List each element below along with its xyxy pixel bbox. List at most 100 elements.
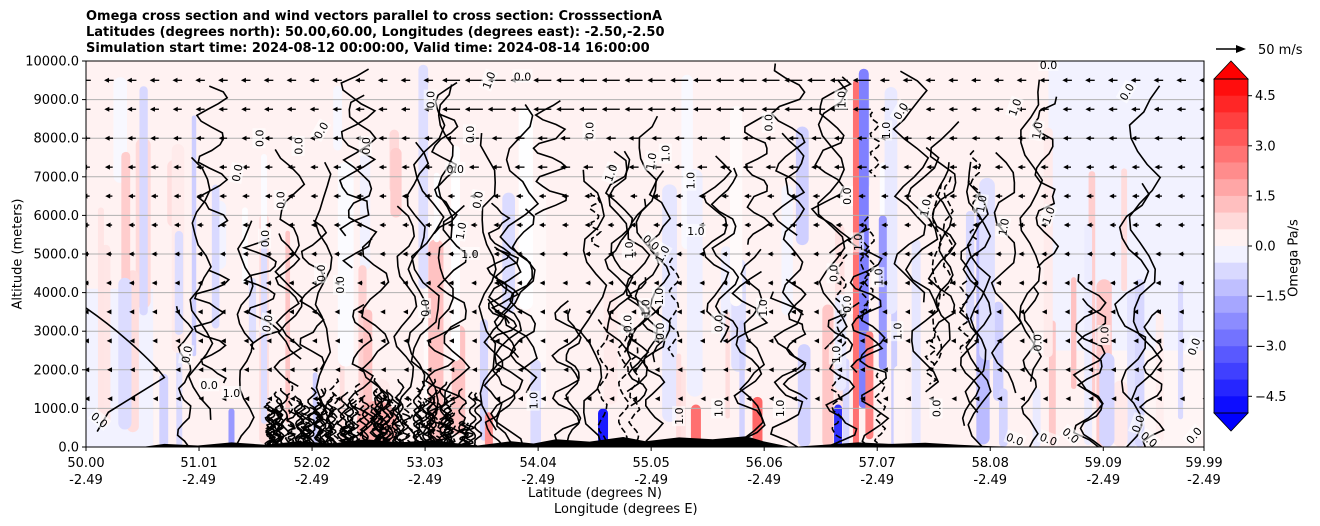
wind-vector xyxy=(1018,280,1025,286)
contour-line xyxy=(565,308,582,447)
wind-vector xyxy=(197,309,203,315)
field-streak xyxy=(1155,312,1164,442)
wind-vector xyxy=(1063,193,1071,199)
wind-vector xyxy=(767,251,774,257)
contour-line xyxy=(1114,182,1150,447)
wind-vector xyxy=(881,280,888,286)
contour-label: 1.0 xyxy=(526,390,541,411)
wind-vector xyxy=(585,309,591,315)
contour-line xyxy=(551,300,583,447)
wind-vector xyxy=(127,106,137,112)
contour-negative xyxy=(329,378,340,447)
wind-vector xyxy=(172,77,183,83)
svg-text:1.0: 1.0 xyxy=(453,221,469,240)
wind-vector xyxy=(950,251,957,257)
wind-vector xyxy=(835,222,843,228)
wind-vector xyxy=(1086,193,1094,199)
wind-vector xyxy=(472,396,478,402)
svg-text:0.0: 0.0 xyxy=(514,70,532,83)
wind-vector xyxy=(264,135,273,141)
contour-labels: 0.00.00.01.00.00.00.00.00.00.00.00.00.00… xyxy=(87,61,1204,447)
wind-vector xyxy=(949,222,957,228)
wind-vector xyxy=(586,396,592,402)
field-core xyxy=(865,331,874,440)
svg-text:1.0: 1.0 xyxy=(480,70,498,91)
wind-vector xyxy=(654,367,660,373)
wind-vector xyxy=(1017,135,1026,141)
colorbar-segment xyxy=(1214,195,1248,214)
contour-line xyxy=(235,220,255,446)
wind-vector xyxy=(1062,77,1072,83)
field-streak xyxy=(1043,127,1053,358)
wind-vector xyxy=(926,164,935,170)
contour-line xyxy=(306,406,318,447)
wind-vector xyxy=(971,135,981,141)
svg-text:1.0: 1.0 xyxy=(757,299,770,317)
contour-label: 0.0 xyxy=(252,128,266,149)
wind-vector xyxy=(332,106,342,112)
svg-text:1.0: 1.0 xyxy=(835,91,848,109)
wind-vector xyxy=(903,193,911,199)
wind-vector xyxy=(175,367,181,373)
wind-vector xyxy=(715,77,734,83)
wind-vector xyxy=(674,135,685,141)
field-streak xyxy=(139,86,148,316)
wind-vector xyxy=(334,309,340,315)
wind-vector xyxy=(425,251,432,257)
wind-vector xyxy=(742,164,753,170)
wind-vector xyxy=(1154,164,1163,170)
field-streak xyxy=(337,161,354,367)
wind-vector xyxy=(1040,193,1048,199)
x-tick-label-lat: 59.99 xyxy=(1185,456,1222,471)
svg-text:0.0: 0.0 xyxy=(470,190,486,209)
wind-vector xyxy=(1110,280,1116,286)
y-axis-label: Altitude (meters) xyxy=(10,198,26,310)
wind-vector xyxy=(128,222,135,228)
wind-vector xyxy=(675,193,683,199)
wind-vector xyxy=(905,338,911,344)
wind-vector xyxy=(403,367,409,373)
wind-vector xyxy=(1176,77,1186,83)
svg-text:0.0: 0.0 xyxy=(293,137,306,155)
wind-vector xyxy=(86,396,90,402)
field-streak xyxy=(97,207,104,415)
wind-vector xyxy=(948,77,958,83)
wind-vector xyxy=(1155,251,1162,257)
contour-label: 1.0 xyxy=(871,267,885,288)
contour-negative xyxy=(931,183,943,368)
wind-vector xyxy=(1177,222,1185,228)
wind-vector xyxy=(904,251,911,257)
contour-line xyxy=(273,233,303,387)
wind-vector xyxy=(1111,396,1117,402)
wind-vector xyxy=(676,309,682,315)
wind-vector xyxy=(379,193,387,199)
contour-label: 1.0 xyxy=(658,143,673,164)
contour-label: 1.0 xyxy=(828,344,843,365)
wind-vector xyxy=(448,309,454,315)
wind-vector xyxy=(856,164,867,170)
wind-vector xyxy=(647,77,666,83)
wind-vector xyxy=(858,193,866,199)
wind-vector xyxy=(311,309,317,315)
contour-label: 1.0 xyxy=(638,298,653,319)
contour-line xyxy=(285,409,297,447)
wind-vector xyxy=(1133,367,1139,373)
wind-vector xyxy=(767,222,774,228)
wind-vector xyxy=(426,338,432,344)
wind-vector xyxy=(1155,222,1162,228)
wind-vector xyxy=(540,338,546,344)
contour-label: 1.0 xyxy=(711,398,725,419)
wind-vector xyxy=(744,251,751,257)
wind-vector xyxy=(791,367,797,373)
wind-vector xyxy=(632,396,638,402)
svg-text:1.0: 1.0 xyxy=(673,407,686,425)
wind-vector xyxy=(266,367,272,373)
contour-line xyxy=(193,269,231,384)
contour-line xyxy=(702,155,733,343)
wind-vector xyxy=(127,135,136,141)
contour-label: 0.0 xyxy=(582,120,597,141)
wind-vector xyxy=(220,338,226,344)
wind-vector xyxy=(1155,280,1162,286)
contour-line xyxy=(401,412,411,447)
wind-vector xyxy=(243,280,249,286)
